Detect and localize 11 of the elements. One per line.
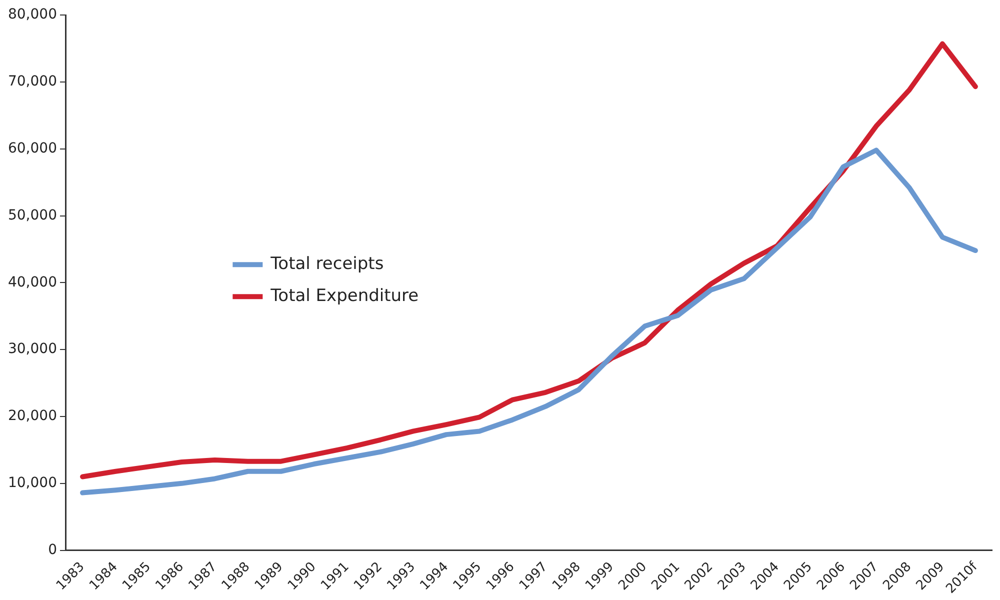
y-tick-label: 10,000 (8, 475, 57, 492)
legend-label: Total receipts (270, 254, 384, 274)
y-tick-label: 30,000 (8, 341, 57, 358)
y-tick-label: 40,000 (8, 274, 57, 290)
legend-label: Total Expenditure (270, 286, 419, 306)
y-tick-label: 70,000 (8, 74, 57, 90)
y-tick-label: 60,000 (8, 140, 57, 156)
y-tick-label: 0 (48, 542, 57, 558)
y-tick-label: 80,000 (8, 6, 57, 23)
y-tick-label: 20,000 (8, 408, 57, 424)
y-tick-label: 50,000 (8, 207, 57, 224)
